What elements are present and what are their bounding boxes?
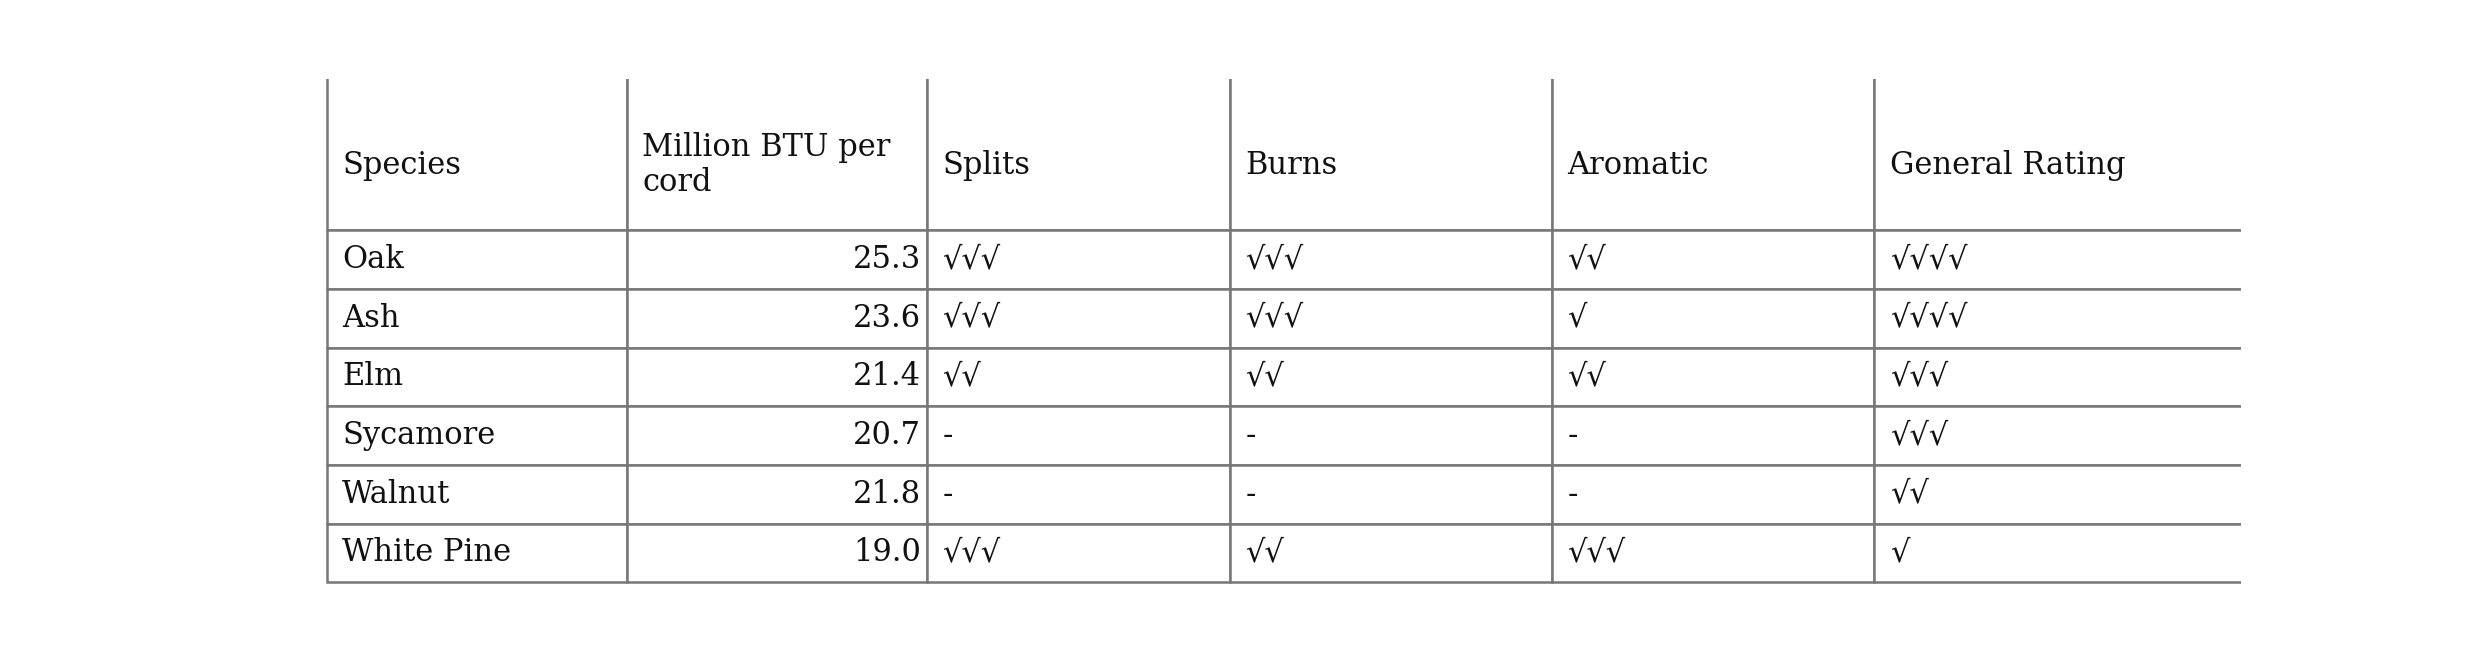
Text: √√√: √√√ (1245, 303, 1302, 334)
Text: 19.0: 19.0 (854, 537, 921, 568)
Bar (1230, 523, 1551, 582)
Bar (1230, 230, 1551, 289)
Bar (627, 465, 926, 523)
Text: √√: √√ (1569, 244, 1606, 275)
Bar (1875, 406, 2253, 465)
Text: White Pine: White Pine (341, 537, 510, 568)
Bar (627, 75, 926, 230)
Text: General Rating: General Rating (1890, 150, 2126, 181)
Text: √√√: √√√ (1890, 362, 1947, 393)
Bar (1875, 523, 2253, 582)
Text: √√: √√ (1569, 362, 1606, 393)
Text: √√√: √√√ (1890, 420, 1947, 451)
Text: √√√√: √√√√ (1890, 244, 1967, 275)
Text: Sycamore: Sycamore (341, 420, 496, 451)
Bar (926, 230, 1230, 289)
Text: √√: √√ (1245, 362, 1285, 393)
Bar (1230, 406, 1551, 465)
Bar (926, 523, 1230, 582)
Text: 21.8: 21.8 (854, 478, 921, 510)
Text: Oak: Oak (341, 244, 403, 275)
Bar (627, 348, 926, 406)
Bar (326, 75, 627, 230)
Text: √√√: √√√ (941, 303, 1001, 334)
Text: √√√: √√√ (941, 244, 1001, 275)
Bar (1551, 289, 1875, 348)
Text: √√√: √√√ (1569, 537, 1626, 568)
Text: Ash: Ash (341, 303, 401, 334)
Bar (1875, 75, 2253, 230)
Text: 21.4: 21.4 (854, 362, 921, 393)
Bar (1875, 465, 2253, 523)
Text: -: - (1569, 420, 1579, 451)
Text: -: - (1245, 478, 1255, 510)
Bar (1551, 348, 1875, 406)
Text: -: - (1569, 478, 1579, 510)
Text: Splits: Splits (941, 150, 1031, 181)
Text: √: √ (1569, 303, 1586, 334)
Bar (926, 348, 1230, 406)
Text: 20.7: 20.7 (854, 420, 921, 451)
Bar (1551, 523, 1875, 582)
Bar (1875, 348, 2253, 406)
Bar (1551, 465, 1875, 523)
Bar (1875, 230, 2253, 289)
Bar (627, 230, 926, 289)
Text: Species: Species (341, 150, 461, 181)
Bar (1875, 289, 2253, 348)
Bar (326, 406, 627, 465)
Text: √√: √√ (1245, 537, 1285, 568)
Bar (926, 406, 1230, 465)
Bar (326, 523, 627, 582)
Text: √: √ (1890, 537, 1910, 568)
Bar (926, 75, 1230, 230)
Bar (326, 230, 627, 289)
Bar (326, 289, 627, 348)
Text: √√√: √√√ (1245, 244, 1302, 275)
Bar (627, 523, 926, 582)
Text: -: - (941, 420, 954, 451)
Text: 25.3: 25.3 (852, 244, 921, 275)
Bar (926, 465, 1230, 523)
Text: -: - (941, 478, 954, 510)
Bar (926, 289, 1230, 348)
Bar (627, 289, 926, 348)
Bar (627, 406, 926, 465)
Bar (1230, 465, 1551, 523)
Text: √√√√: √√√√ (1890, 303, 1967, 334)
Text: Walnut: Walnut (341, 478, 451, 510)
Text: Aromatic: Aromatic (1569, 150, 1708, 181)
Bar (1551, 230, 1875, 289)
Text: 23.6: 23.6 (854, 303, 921, 334)
Bar (1230, 75, 1551, 230)
Bar (326, 465, 627, 523)
Text: √√: √√ (941, 362, 981, 393)
Text: Million BTU per
cord: Million BTU per cord (642, 131, 891, 199)
Text: √√: √√ (1890, 478, 1930, 510)
Bar (1230, 348, 1551, 406)
Bar (1551, 406, 1875, 465)
Bar (326, 348, 627, 406)
Bar (1230, 289, 1551, 348)
Text: √√√: √√√ (941, 537, 1001, 568)
Text: -: - (1245, 420, 1255, 451)
Text: Burns: Burns (1245, 150, 1337, 181)
Bar (1551, 75, 1875, 230)
Text: Elm: Elm (341, 362, 403, 393)
